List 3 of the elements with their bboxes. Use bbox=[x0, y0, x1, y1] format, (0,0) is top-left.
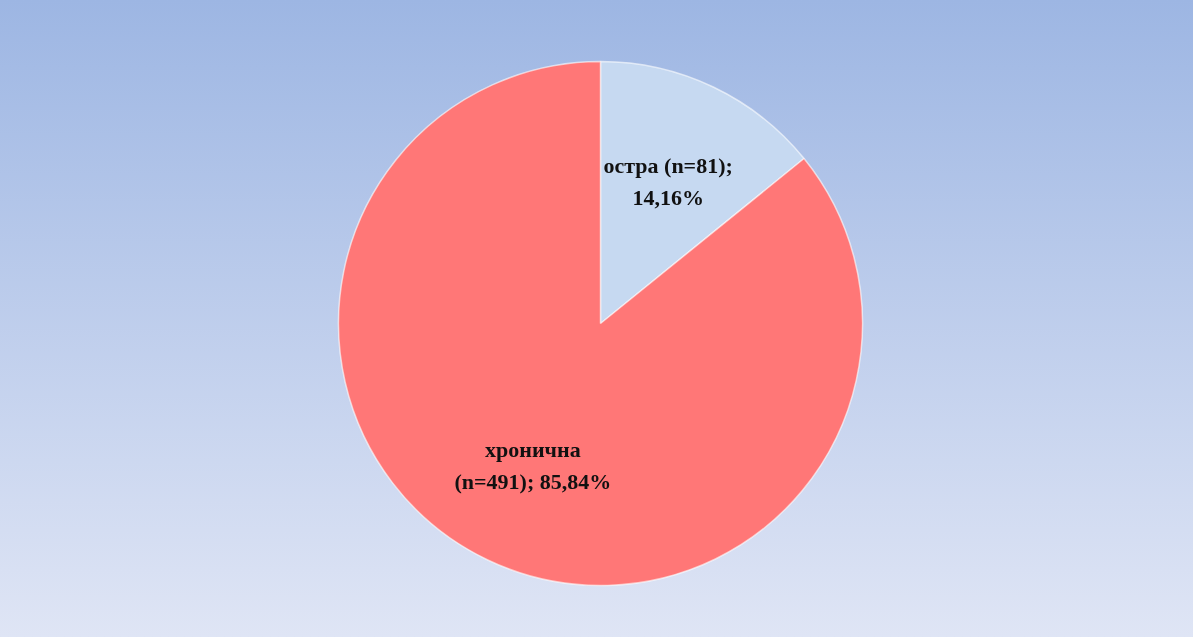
slice-label: остра (n=81); 14,16% bbox=[603, 153, 733, 210]
slice-label: хронична bbox=[485, 437, 581, 463]
data-label: (n=491); 85,84% bbox=[454, 468, 612, 494]
